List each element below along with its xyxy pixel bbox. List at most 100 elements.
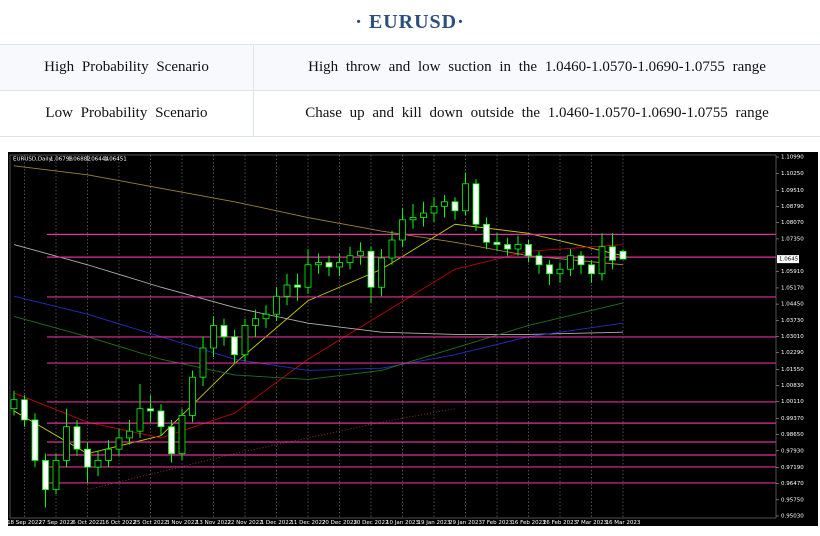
y-tick-label: 1.03730	[781, 318, 804, 324]
candle-body	[619, 250, 627, 260]
candle-body	[283, 284, 291, 297]
y-tick-label: 1.09510	[781, 188, 804, 194]
x-tick-label: 20 Dec 2022	[322, 520, 357, 526]
candle-body	[546, 264, 553, 275]
chart-title: EURUSD,Daily	[13, 157, 52, 163]
indicator-line	[13, 302, 624, 380]
page-title: · EURUSD·	[355, 11, 465, 33]
candle-body	[315, 262, 322, 266]
candle-body	[556, 268, 564, 275]
y-tick-label: 1.03010	[781, 334, 804, 340]
ohlc-value: 1.06451	[104, 157, 127, 163]
candle-body	[472, 183, 480, 225]
y-tick-label: 1.10990	[781, 155, 804, 161]
table-cell: High Probability Scenario	[0, 44, 254, 91]
indicator-line	[13, 223, 624, 455]
x-tick-label: 27 Sep 2022	[39, 520, 74, 526]
candle-body	[262, 313, 270, 320]
y-tick-label: 1.04450	[781, 302, 804, 308]
x-tick-label: 26 Feb 2023	[543, 520, 578, 526]
price-tag	[777, 255, 799, 264]
candle-body	[535, 255, 543, 266]
candle-body	[451, 201, 459, 212]
candle-body	[504, 244, 511, 250]
candle-body	[10, 399, 18, 410]
candle-body	[199, 347, 207, 378]
ohlc-value: 1.06798	[50, 157, 73, 163]
candle-body	[577, 255, 585, 266]
indicator-line	[13, 295, 624, 371]
y-tick-label: 0.95750	[781, 497, 804, 503]
candle-body	[483, 223, 490, 243]
scenario-table: High Probability Scenario High throw and …	[0, 44, 820, 137]
candle-body	[273, 295, 280, 315]
candle-body	[94, 460, 102, 468]
candle-body	[63, 426, 70, 461]
table-cell: Chase up and kill down outside the 1.046…	[253, 90, 820, 137]
y-tick-label: 1.00110	[781, 399, 804, 405]
candle-body	[84, 448, 91, 468]
x-tick-label: 16 Oct 2022	[102, 520, 136, 526]
candle-body	[42, 460, 49, 491]
indicator-line	[13, 244, 624, 335]
table-cell: High throw and low suction in the 1.0460…	[253, 44, 820, 91]
candle-body	[136, 408, 144, 432]
candle-body	[493, 241, 501, 245]
ohlc-value: 1.06882	[68, 157, 91, 163]
candle-body	[189, 376, 196, 416]
x-tick-label: 7 Mar 2023	[576, 520, 608, 526]
x-tick-label: 25 Oct 2022	[133, 520, 167, 526]
y-tick-label: 1.08070	[781, 220, 804, 226]
candle-body	[126, 430, 133, 439]
table-cell: Low Probability Scenario	[0, 90, 254, 137]
x-tick-label: 10 Jan 2023	[386, 520, 419, 526]
candle-body	[378, 257, 385, 288]
table-row: Low Probability Scenario Chase up and kil…	[0, 90, 820, 137]
x-tick-label: 30 Dec 2022	[353, 520, 388, 526]
candle-body	[357, 250, 364, 257]
table-row: High Probability Scenario High throw and …	[0, 44, 820, 91]
y-tick-label: 1.05910	[781, 269, 804, 275]
candle-body	[241, 325, 249, 356]
candle-body	[231, 336, 238, 356]
candle-body	[115, 437, 123, 450]
indicator-line	[13, 165, 624, 266]
x-tick-label: 3 Nov 2022	[166, 520, 198, 526]
candle-body	[336, 262, 343, 268]
candle-body	[430, 205, 438, 214]
y-tick-label: 0.98650	[781, 432, 804, 438]
y-tick-label: 1.08790	[781, 204, 804, 210]
y-tick-label: 0.95030	[781, 513, 804, 519]
x-tick-label: 7 Feb 2023	[482, 520, 513, 526]
candle-body	[31, 419, 39, 461]
candle-body	[388, 239, 396, 259]
candle-body	[304, 264, 312, 288]
candle-body	[420, 212, 427, 218]
x-tick-label: 18 Sep 2022	[7, 520, 42, 526]
y-tick-label: 1.07350	[781, 236, 804, 242]
x-tick-label: 6 Oct 2022	[72, 520, 103, 526]
candle-body	[21, 399, 28, 421]
candle-body	[73, 426, 81, 450]
candle-body	[325, 262, 333, 268]
y-tick-label: 1.00830	[781, 383, 804, 389]
price-tag-label: 1.06451	[779, 257, 802, 263]
candle-body	[588, 264, 595, 275]
y-tick-label: 0.99370	[781, 416, 804, 422]
y-tick-label: 1.02290	[781, 350, 804, 356]
x-tick-label: 19 Jan 2023	[418, 520, 451, 526]
candle-body	[367, 250, 375, 288]
candle-body	[294, 284, 301, 288]
candle-body	[252, 318, 259, 326]
candle-body	[409, 217, 417, 221]
candle-body	[105, 448, 112, 461]
candle-body	[525, 244, 532, 257]
candle-body	[514, 244, 522, 250]
candle-body	[346, 255, 354, 263]
candle-body	[399, 219, 406, 241]
x-tick-label: 13 Nov 2022	[196, 520, 231, 526]
x-tick-label: 11 Dec 2022	[290, 520, 325, 526]
candle-body	[52, 460, 60, 491]
